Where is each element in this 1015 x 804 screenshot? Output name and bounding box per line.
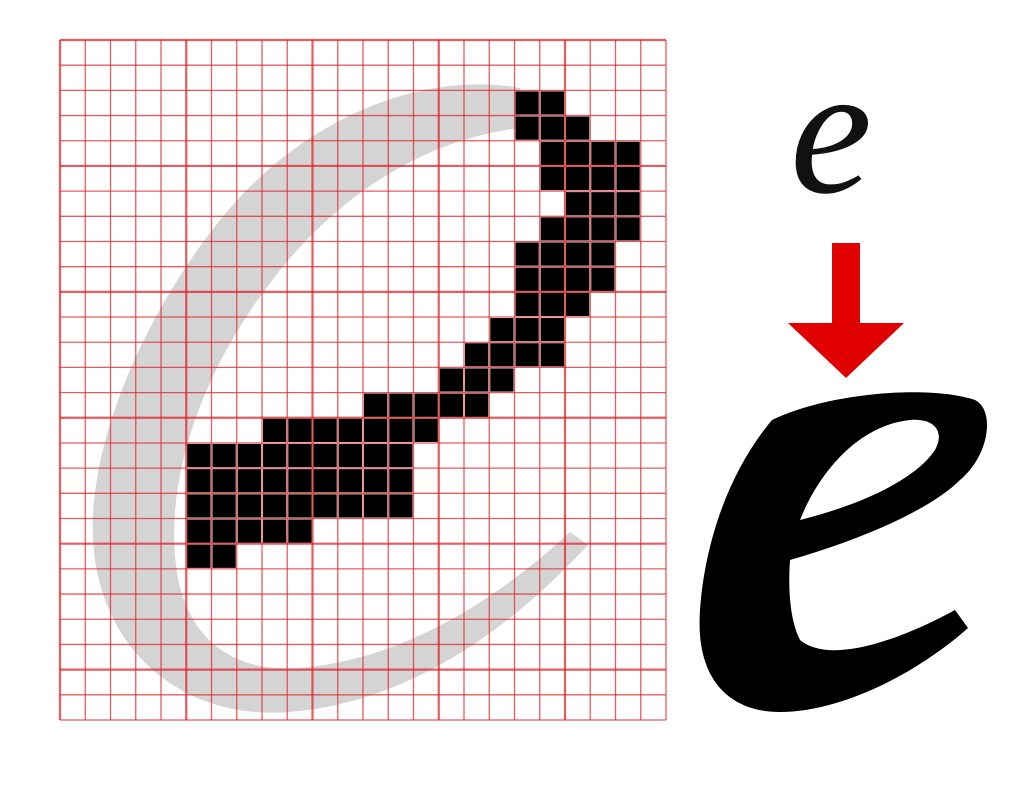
filled-pixel [616, 217, 640, 241]
filled-pixel [515, 343, 539, 367]
filled-pixel [515, 292, 539, 317]
filled-pixel [591, 192, 615, 216]
filled-pixel [288, 519, 312, 543]
filled-pixel [566, 192, 590, 216]
filled-pixel [591, 267, 615, 291]
filled-pixel [566, 292, 590, 317]
filled-pixel [338, 494, 362, 518]
filled-pixel [591, 242, 615, 266]
filled-pixel [490, 318, 514, 342]
filled-pixel [540, 343, 564, 367]
filled-pixel [212, 494, 236, 518]
filled-pixel [187, 494, 211, 518]
filled-pixel [414, 393, 438, 417]
filled-pixel [364, 494, 388, 518]
filled-pixel [389, 418, 413, 442]
glyph-outline-shape [92, 84, 589, 713]
filled-pixel [263, 494, 287, 518]
filled-pixel [338, 469, 362, 493]
filled-pixel [566, 242, 590, 266]
filled-pixel [591, 217, 615, 241]
filled-pixel [288, 469, 312, 493]
filled-pixel [540, 116, 564, 140]
filled-pixel [288, 494, 312, 518]
filled-pixel [465, 343, 489, 367]
filled-pixel [540, 141, 564, 165]
filled-pixel [338, 443, 362, 468]
filled-pixel [540, 267, 564, 291]
filled-pixel [263, 469, 287, 493]
filled-pixel [515, 267, 539, 291]
filled-pixel [187, 443, 211, 468]
filled-pixel [364, 469, 388, 493]
filled-pixel [313, 469, 337, 493]
filled-pixel [591, 141, 615, 165]
filled-pixel [540, 217, 564, 241]
filled-pixel [364, 393, 388, 417]
filled-pixel [263, 418, 287, 442]
filled-pixel [237, 469, 261, 493]
filled-pixel [540, 91, 564, 115]
filled-pixel [389, 443, 413, 468]
rendered-glyph [699, 392, 987, 712]
filled-pixel [414, 418, 438, 442]
filled-pixel [439, 393, 463, 417]
filled-pixel [237, 494, 261, 518]
filled-pixel [187, 469, 211, 493]
filled-pixel [187, 544, 211, 568]
filled-pixel [465, 368, 489, 392]
filled-pixels [187, 91, 640, 568]
filled-pixel [439, 368, 463, 392]
filled-pixel [566, 116, 590, 140]
filled-pixel [288, 418, 312, 442]
filled-pixel [288, 443, 312, 468]
filled-pixel [338, 418, 362, 442]
filled-pixel [515, 116, 539, 140]
filled-pixel [515, 318, 539, 342]
filled-pixel [616, 166, 640, 191]
filled-pixel [389, 469, 413, 493]
filled-pixel [187, 519, 211, 543]
filled-pixel [212, 443, 236, 468]
filled-pixel [465, 393, 489, 417]
filled-pixel [566, 141, 590, 165]
filled-pixel [540, 166, 564, 191]
filled-pixel [389, 494, 413, 518]
filled-pixel [591, 166, 615, 191]
filled-pixel [263, 519, 287, 543]
filled-pixel [515, 242, 539, 266]
filled-pixel [237, 443, 261, 468]
filled-pixel [540, 242, 564, 266]
filled-pixel [566, 166, 590, 191]
filled-pixel [566, 217, 590, 241]
arrow-down-icon [788, 243, 904, 378]
filled-pixel [212, 544, 236, 568]
filled-pixel [490, 368, 514, 392]
filled-pixel [313, 443, 337, 468]
filled-pixel [364, 443, 388, 468]
filled-pixel [616, 141, 640, 165]
filled-pixel [490, 343, 514, 367]
filled-pixel [540, 292, 564, 317]
filled-pixel [616, 192, 640, 216]
filled-pixel [212, 469, 236, 493]
filled-pixel [313, 418, 337, 442]
filled-pixel [263, 443, 287, 468]
filled-pixel [540, 318, 564, 342]
pixel-grid [58, 38, 667, 721]
filled-pixel [212, 519, 236, 543]
filled-pixel [515, 91, 539, 115]
original-glyph: e [790, 28, 873, 233]
filled-pixel [389, 393, 413, 417]
filled-pixel [313, 494, 337, 518]
filled-pixel [237, 519, 261, 543]
filled-pixel [364, 418, 388, 442]
filled-pixel [566, 267, 590, 291]
